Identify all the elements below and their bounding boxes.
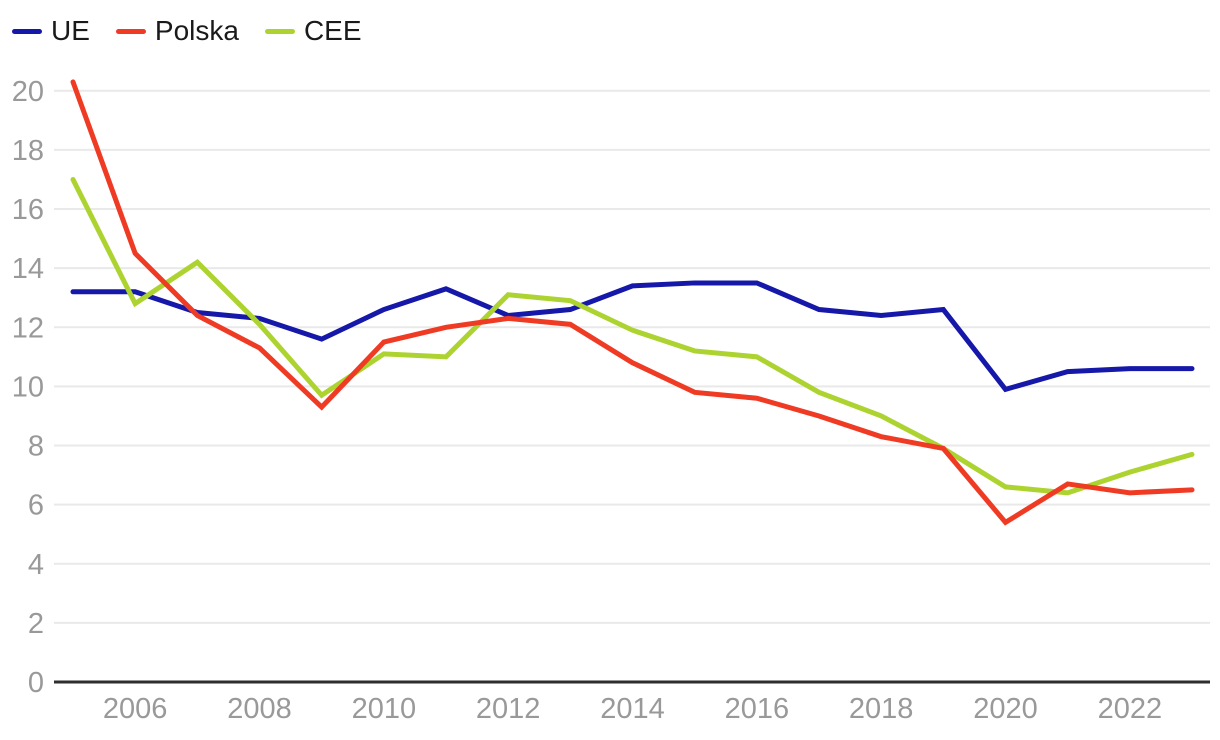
series-line-cee [70,176,1195,496]
x-tick-label-2012: 2012 [476,693,541,725]
x-tick-label-2018: 2018 [849,693,914,725]
x-tick-label-2022: 2022 [1098,693,1163,725]
y-tick-label-20: 20 [12,76,44,108]
x-tick-label-2006: 2006 [103,693,168,725]
series-line-polska [70,79,1195,526]
y-tick-label-14: 14 [12,253,44,285]
legend-item-ue[interactable]: UE [12,15,90,47]
legend-swatch-ue-icon [12,28,42,34]
x-tick-label-2008: 2008 [227,693,292,725]
legend-label-cee: CEE [303,15,362,46]
y-tick-label-18: 18 [12,135,44,167]
x-tick-label-2010: 2010 [352,693,417,725]
legend-label-polska: Polska [154,15,239,46]
gridlines [54,89,1210,624]
y-tick-label-4: 4 [28,549,44,581]
legend-swatch-cee-icon [264,28,295,34]
y-tick-label-0: 0 [28,667,44,699]
legend-item-cee[interactable]: CEE [264,15,362,47]
y-tick-label-8: 8 [28,431,44,463]
x-tick-label-2020: 2020 [973,693,1038,725]
x-tick-label-2016: 2016 [725,693,790,725]
legend-label-ue: UE [51,15,90,46]
series-lines [70,79,1195,526]
series-line-ue [70,280,1195,393]
y-tick-label-10: 10 [12,371,44,403]
legend-swatch-polska-icon [115,28,146,34]
x-axis-labels: 2006 2008 2010 2012 2014 2016 2018 2020 2022 [103,693,1162,725]
legend-item-polska[interactable]: Polska [115,15,239,47]
y-axis-labels: 0 2 4 6 8 10 12 14 16 18 20 [12,76,44,699]
chart-legend: UE Polska CEE [12,15,362,47]
y-tick-label-16: 16 [12,194,44,226]
y-tick-label-12: 12 [12,312,44,344]
y-tick-label-2: 2 [28,608,44,640]
y-tick-label-6: 6 [28,490,44,522]
x-tick-label-2014: 2014 [600,693,665,725]
